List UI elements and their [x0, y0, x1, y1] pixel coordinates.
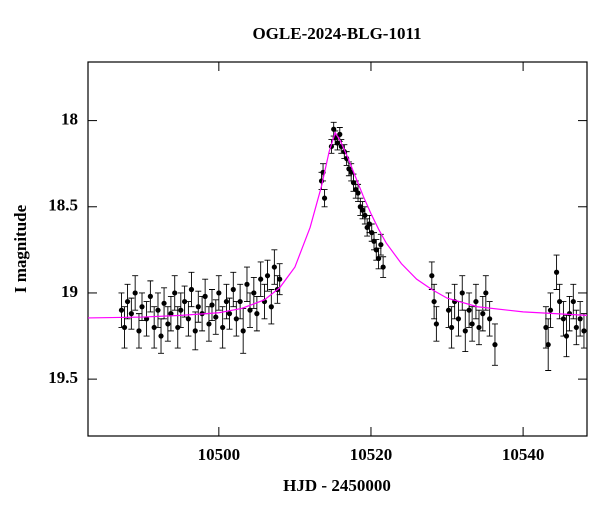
data-point: [433, 321, 439, 327]
data-point: [161, 300, 167, 306]
data-point: [192, 328, 198, 334]
data-point: [492, 342, 498, 348]
data-point: [223, 298, 230, 305]
data-point: [206, 321, 212, 327]
y-tick-label: 18: [61, 110, 78, 129]
data-point: [459, 290, 465, 296]
data-point: [362, 212, 368, 218]
y-axis-label: I magnitude: [11, 204, 30, 293]
y-tick-label: 19: [61, 282, 78, 301]
data-point: [277, 276, 283, 282]
data-point: [557, 298, 563, 305]
data-point: [560, 316, 567, 322]
x-tick-label: 10500: [198, 445, 241, 464]
data-point: [216, 290, 222, 296]
data-point: [213, 314, 219, 320]
data-point: [168, 311, 174, 317]
data-point: [258, 276, 264, 282]
data-point: [220, 324, 226, 331]
model-curve: [87, 131, 588, 319]
y-tick-label: 19.5: [48, 368, 78, 387]
data-point: [445, 307, 452, 313]
data-point: [185, 316, 192, 322]
data-point: [360, 207, 366, 213]
data-point: [202, 293, 208, 299]
data-point: [487, 316, 493, 322]
plot-frame: [87, 61, 588, 437]
data-point: [476, 324, 482, 331]
data-point: [543, 324, 549, 331]
data-point: [124, 298, 131, 305]
data-point: [155, 307, 161, 313]
data-point: [449, 324, 455, 331]
data-point: [175, 324, 181, 331]
data-point: [553, 269, 560, 275]
data-point: [429, 273, 435, 279]
data-point: [151, 324, 157, 331]
data-point: [483, 290, 489, 296]
data-point: [226, 311, 233, 317]
data-point: [455, 316, 462, 322]
data-point: [581, 328, 587, 334]
data-point: [563, 333, 570, 339]
data-point: [251, 290, 257, 296]
data-point: [165, 321, 171, 327]
data-point: [378, 242, 384, 248]
data-point: [570, 298, 576, 305]
data-point: [128, 311, 134, 317]
data-point: [271, 264, 277, 270]
x-tick-label: 10520: [350, 445, 393, 464]
data-point: [321, 195, 328, 201]
data-point: [254, 311, 260, 317]
data-point: [375, 255, 382, 262]
data-point: [209, 302, 215, 308]
data-point: [178, 307, 184, 313]
data-point: [268, 304, 274, 310]
data-point: [147, 293, 153, 299]
data-point: [132, 290, 138, 296]
y-tick-label: 18.5: [48, 196, 78, 215]
data-point: [188, 286, 195, 293]
data-point: [462, 328, 468, 334]
data-point: [545, 342, 551, 348]
data-point: [230, 286, 236, 293]
data-point: [573, 324, 579, 331]
data-point: [337, 131, 343, 137]
data-point: [172, 290, 178, 296]
data-point: [577, 316, 583, 322]
data-point: [233, 316, 239, 322]
data-point: [121, 324, 128, 331]
x-tick-label: 10540: [502, 445, 545, 464]
data-point: [355, 190, 361, 196]
data-point: [244, 281, 250, 287]
chart-title: OGLE-2024-BLG-1011: [252, 24, 421, 43]
data-point: [431, 298, 437, 305]
data-point: [473, 298, 479, 305]
data-point: [264, 273, 271, 279]
data-point: [136, 328, 142, 334]
data-point: [237, 298, 243, 305]
data-point: [158, 333, 164, 339]
data-point: [480, 311, 486, 317]
data-point: [240, 328, 246, 334]
data-point: [466, 307, 472, 313]
data-point: [469, 321, 475, 327]
data-point: [182, 298, 188, 305]
data-point: [380, 264, 386, 270]
data-point: [139, 304, 145, 310]
data-point: [195, 304, 201, 310]
x-axis-label: HJD - 2450000: [283, 476, 391, 495]
data-point: [118, 307, 125, 313]
data-point: [566, 311, 573, 317]
data-point: [547, 307, 554, 313]
